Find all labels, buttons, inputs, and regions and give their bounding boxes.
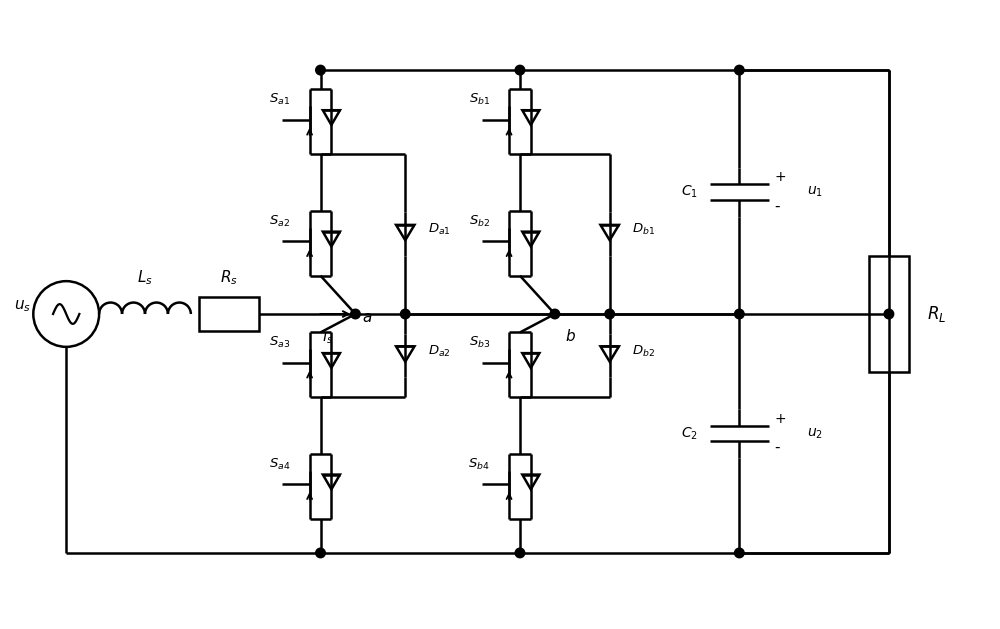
Text: $S_{b3}$: $S_{b3}$	[469, 335, 490, 350]
Circle shape	[735, 548, 744, 558]
Text: $L_s$: $L_s$	[137, 268, 153, 287]
Circle shape	[884, 309, 894, 319]
Text: $D_{b2}$: $D_{b2}$	[632, 343, 655, 359]
Text: $i_s$: $i_s$	[322, 327, 333, 345]
Text: $S_{a1}$: $S_{a1}$	[269, 92, 290, 108]
Text: $S_{a2}$: $S_{a2}$	[269, 214, 290, 229]
Text: $S_{b1}$: $S_{b1}$	[469, 92, 490, 108]
Circle shape	[605, 309, 614, 319]
Text: $u_s$: $u_s$	[14, 298, 31, 314]
Text: $b$: $b$	[565, 328, 576, 344]
Circle shape	[550, 309, 560, 319]
Circle shape	[351, 309, 360, 319]
Text: $C_2$: $C_2$	[681, 425, 698, 442]
Text: +: +	[775, 170, 786, 184]
Text: $D_{a2}$: $D_{a2}$	[428, 343, 451, 359]
Circle shape	[316, 548, 325, 558]
Text: $S_{a4}$: $S_{a4}$	[269, 457, 291, 472]
Text: $C_1$: $C_1$	[681, 184, 698, 200]
Circle shape	[400, 309, 410, 319]
Text: -: -	[775, 440, 780, 455]
Text: $u_1$: $u_1$	[807, 185, 823, 199]
Text: $R_s$: $R_s$	[220, 268, 238, 287]
Circle shape	[515, 548, 525, 558]
Text: $a$: $a$	[362, 311, 373, 325]
Text: -: -	[775, 198, 780, 213]
Text: $S_{a3}$: $S_{a3}$	[269, 335, 290, 350]
Text: +: +	[775, 412, 786, 426]
Text: $S_{b4}$: $S_{b4}$	[468, 457, 490, 472]
Circle shape	[515, 65, 525, 75]
Circle shape	[316, 65, 325, 75]
Circle shape	[735, 65, 744, 75]
Text: $S_{b2}$: $S_{b2}$	[469, 214, 490, 229]
Text: $R_L$: $R_L$	[927, 304, 946, 324]
Circle shape	[735, 309, 744, 319]
Text: $D_{b1}$: $D_{b1}$	[632, 222, 655, 237]
Bar	[869, 256, 909, 372]
Text: $D_{a1}$: $D_{a1}$	[428, 222, 451, 237]
Text: $u_2$: $u_2$	[807, 426, 823, 441]
Bar	[199, 297, 259, 331]
